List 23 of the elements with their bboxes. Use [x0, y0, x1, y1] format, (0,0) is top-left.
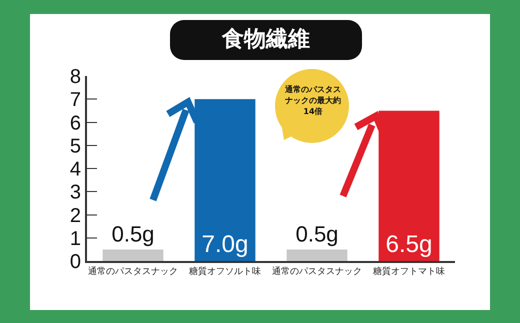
data-label: 7.0g: [202, 231, 248, 258]
y-tick-label: 4: [70, 158, 81, 180]
bar: [286, 249, 348, 261]
data-label: 6.5g: [386, 231, 432, 258]
x-tick-label: 通常のパスタスナック: [88, 266, 178, 277]
y-tick-label: 0: [70, 251, 81, 273]
x-tick-label: 通常のパスタスナック: [272, 266, 362, 277]
bar: [194, 99, 256, 261]
y-tick-label: 6: [70, 112, 81, 134]
x-tick-label: 糖質オフソルト味: [189, 266, 261, 277]
x-tick-label: 糖質オフトマト味: [373, 266, 445, 277]
y-tick-label: 2: [70, 204, 81, 227]
bar: [102, 249, 164, 261]
y-tick-label: 5: [70, 135, 81, 158]
y-tick-label: 1: [70, 228, 81, 250]
data-label: 0.5g: [296, 221, 338, 246]
y-tick-label: 7: [70, 89, 81, 112]
bar: [378, 110, 440, 261]
y-tick-label: 3: [70, 182, 81, 204]
y-tick-label: 8: [70, 66, 81, 88]
data-label: 0.5g: [112, 221, 154, 246]
annotation: 通常のパスタスナックの最大約14倍: [285, 84, 341, 117]
chart-title: 食物繊維: [170, 20, 362, 60]
